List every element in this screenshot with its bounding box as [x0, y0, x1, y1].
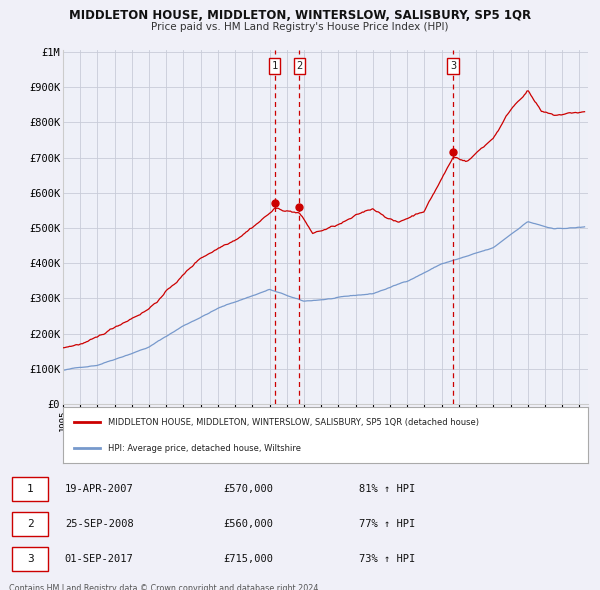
- Text: £715,000: £715,000: [224, 553, 274, 563]
- Text: 25-SEP-2008: 25-SEP-2008: [65, 519, 134, 529]
- Text: 73% ↑ HPI: 73% ↑ HPI: [359, 553, 415, 563]
- FancyBboxPatch shape: [12, 477, 49, 501]
- Text: 81% ↑ HPI: 81% ↑ HPI: [359, 484, 415, 494]
- Text: 3: 3: [450, 61, 457, 71]
- Text: 1: 1: [272, 61, 278, 71]
- Text: 19-APR-2007: 19-APR-2007: [65, 484, 134, 494]
- Text: MIDDLETON HOUSE, MIDDLETON, WINTERSLOW, SALISBURY, SP5 1QR: MIDDLETON HOUSE, MIDDLETON, WINTERSLOW, …: [69, 9, 531, 22]
- Text: 2: 2: [296, 61, 302, 71]
- Text: HPI: Average price, detached house, Wiltshire: HPI: Average price, detached house, Wilt…: [107, 444, 301, 453]
- Text: MIDDLETON HOUSE, MIDDLETON, WINTERSLOW, SALISBURY, SP5 1QR (detached house): MIDDLETON HOUSE, MIDDLETON, WINTERSLOW, …: [107, 418, 479, 427]
- Text: 2: 2: [27, 519, 34, 529]
- Text: 1: 1: [27, 484, 34, 494]
- Text: 01-SEP-2017: 01-SEP-2017: [65, 553, 134, 563]
- FancyBboxPatch shape: [12, 546, 49, 571]
- Text: £560,000: £560,000: [224, 519, 274, 529]
- Text: Price paid vs. HM Land Registry's House Price Index (HPI): Price paid vs. HM Land Registry's House …: [151, 22, 449, 32]
- Text: £570,000: £570,000: [224, 484, 274, 494]
- Text: 77% ↑ HPI: 77% ↑ HPI: [359, 519, 415, 529]
- Text: 3: 3: [27, 553, 34, 563]
- Text: Contains HM Land Registry data © Crown copyright and database right 2024.: Contains HM Land Registry data © Crown c…: [9, 584, 321, 590]
- FancyBboxPatch shape: [12, 512, 49, 536]
